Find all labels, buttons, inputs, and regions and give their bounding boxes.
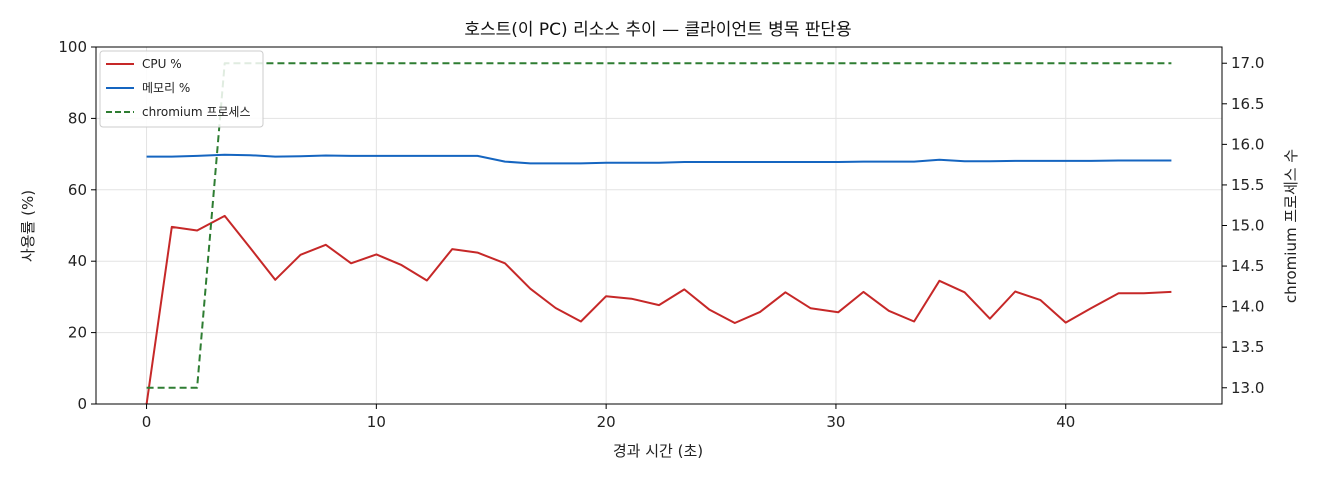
legend: CPU % 메모리 % chromium 프로세스 xyxy=(99,50,264,128)
x-tick-label: 30 xyxy=(826,413,845,431)
y-axis-right: 13.0 13.5 14.0 14.5 15.0 15.5 16.0 16.5 17.0 xyxy=(1222,54,1264,397)
series-line-0 xyxy=(145,214,1172,405)
x-tick-label: 10 xyxy=(367,413,386,431)
x-axis: 0 10 20 30 40 xyxy=(142,404,1075,431)
y-axis-left: 0 20 40 60 80 100 xyxy=(58,38,96,413)
y2-tick-label: 15.5 xyxy=(1231,176,1264,194)
y-tick-label: 20 xyxy=(68,324,87,342)
legend-label: CPU % xyxy=(142,57,182,71)
y2-tick-label: 16.5 xyxy=(1231,95,1264,113)
y2-tick-label: 14.5 xyxy=(1231,257,1264,275)
plot-frame xyxy=(95,46,1223,405)
y2-tick-label: 15.0 xyxy=(1231,217,1264,235)
y2-axis-title: chromium 프로세스 수 xyxy=(1282,149,1300,303)
y-axis-title: 사용률 (%) xyxy=(19,190,37,262)
y2-tick-label: 14.0 xyxy=(1231,298,1264,316)
x-tick-label: 20 xyxy=(597,413,616,431)
legend-label: 메모리 % xyxy=(142,81,190,95)
legend-label: chromium 프로세스 xyxy=(142,105,251,119)
y2-tick-label: 17.0 xyxy=(1231,54,1264,72)
x-tick-label: 0 xyxy=(142,413,152,431)
chart-title: 호스트(이 PC) 리소스 추이 — 클라이언트 병목 판단용 xyxy=(464,20,851,40)
x-axis-title: 경과 시간 (초) xyxy=(613,442,703,460)
x-tick-label: 40 xyxy=(1056,413,1075,431)
y-tick-label: 40 xyxy=(68,252,87,270)
series-layer xyxy=(145,62,1172,405)
y2-tick-label: 16.0 xyxy=(1231,135,1264,153)
y2-tick-label: 13.0 xyxy=(1231,379,1264,397)
grid xyxy=(96,46,1222,405)
series-line-1 xyxy=(146,153,1172,165)
y-tick-label: 60 xyxy=(68,181,87,199)
legend-box xyxy=(99,50,264,128)
y-tick-label: 80 xyxy=(68,109,87,127)
y2-tick-label: 13.5 xyxy=(1231,338,1264,356)
y-tick-label: 100 xyxy=(58,38,87,56)
series-line-2 xyxy=(146,62,1172,389)
y-tick-label: 0 xyxy=(77,395,87,413)
